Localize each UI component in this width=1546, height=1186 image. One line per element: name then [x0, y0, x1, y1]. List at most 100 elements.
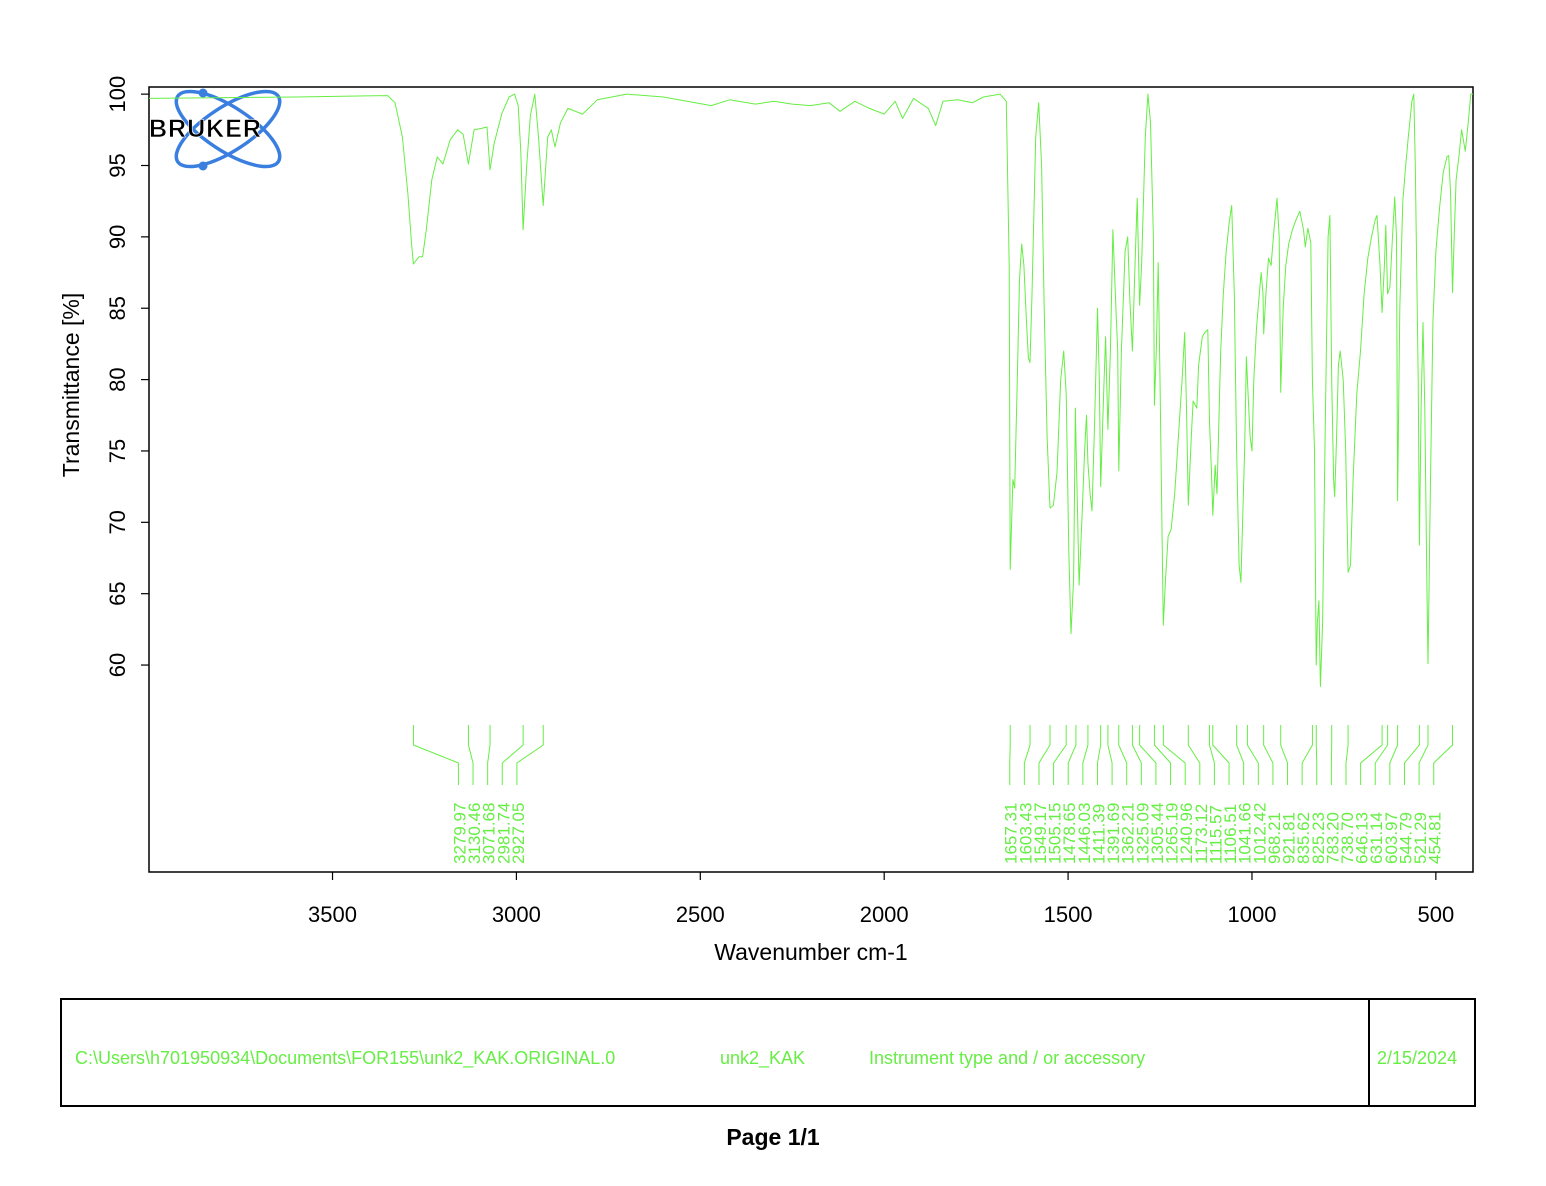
y-axis: 60 65 70 75 80 85 90 95 100	[105, 76, 149, 677]
peak-label: 521.29	[1411, 812, 1430, 864]
x-tick-label: 3000	[492, 902, 541, 927]
y-axis-label: Transmittance [%]	[58, 293, 84, 477]
footer-date: 2/15/2024	[1377, 1048, 1458, 1068]
peak-label: 544.79	[1397, 812, 1416, 864]
peak-label: 1106.51	[1221, 804, 1240, 864]
peak-marker	[1053, 725, 1067, 785]
peak-label: 1657.31	[1002, 803, 1021, 864]
peak-label: 1391.69	[1104, 803, 1123, 864]
peak-marker	[1118, 725, 1128, 785]
peak-label: 825.23	[1309, 812, 1328, 864]
peak-label: 1446.03	[1075, 803, 1094, 864]
y-tick-label: 100	[105, 76, 130, 113]
x-axis-label: Wavenumber cm-1	[714, 939, 907, 965]
footer-sample-name: unk2_KAK	[720, 1048, 806, 1068]
peak-label: 1012.42	[1250, 803, 1269, 864]
peak-marker	[1038, 725, 1051, 785]
peak-label: 1305.44	[1148, 803, 1167, 864]
footer-divider	[1368, 1000, 1370, 1105]
x-tick-label: 2500	[676, 902, 725, 927]
peak-marker	[1374, 725, 1389, 785]
spectrum-line	[148, 93, 1473, 687]
peak-marker	[1096, 725, 1102, 785]
y-tick-label: 60	[105, 653, 130, 677]
y-tick-label: 80	[105, 367, 130, 391]
peak-marker	[1236, 725, 1245, 785]
y-tick-label: 90	[105, 225, 130, 249]
x-tick-label: 1000	[1227, 902, 1276, 927]
peak-label: 783.20	[1323, 812, 1342, 864]
peak-label: 921.81	[1280, 812, 1299, 864]
peak-label: 1362.21	[1119, 803, 1138, 864]
y-tick-label: 95	[105, 153, 130, 177]
peak-label: 2927.05	[509, 803, 528, 864]
peak-marker	[1418, 725, 1429, 785]
peak-marker	[1107, 725, 1113, 785]
y-tick-label: 70	[105, 510, 130, 534]
peak-label: 1549.17	[1031, 803, 1050, 864]
x-tick-label: 3500	[308, 902, 357, 927]
peak-label: 1411.39	[1090, 804, 1109, 864]
peak-marker	[1067, 725, 1077, 785]
peak-label: 1325.09	[1133, 803, 1152, 864]
peak-marker	[1023, 725, 1031, 785]
bruker-logo: BRUKER	[149, 88, 282, 171]
peak-marker	[1187, 725, 1201, 785]
peak-marker	[1162, 725, 1186, 785]
peak-label: 1505.15	[1046, 803, 1065, 864]
y-tick-label: 75	[105, 439, 130, 463]
page-number: Page 1/1	[726, 1124, 820, 1150]
peak-marker	[412, 725, 459, 785]
peak-label: 1173.12	[1192, 804, 1211, 864]
peak-marker	[1139, 725, 1157, 785]
peak-label: 835.62	[1294, 812, 1313, 864]
y-tick-label: 85	[105, 296, 130, 320]
peak-marker	[501, 725, 524, 785]
peak-marker	[1246, 725, 1259, 785]
x-tick-label: 500	[1417, 902, 1454, 927]
peak-label: 738.70	[1338, 812, 1357, 864]
logo-text: BRUKER	[149, 115, 262, 143]
peak-label: 1478.65	[1060, 803, 1079, 864]
peak-marker	[1263, 725, 1274, 785]
peak-label: 1603.43	[1016, 803, 1035, 864]
peak-marker	[1131, 725, 1142, 785]
peak-marker	[467, 725, 474, 785]
peak-marker	[1315, 725, 1318, 785]
peak-marker	[1345, 725, 1349, 785]
peak-label: 1041.66	[1236, 803, 1255, 864]
peak-label: 3130.46	[465, 803, 484, 864]
peak-marker	[1208, 725, 1215, 785]
peak-marker	[516, 725, 544, 785]
y-tick-label: 65	[105, 581, 130, 605]
plot-frame	[148, 86, 1474, 873]
peak-label: 603.97	[1382, 812, 1401, 864]
peak-label: 1265.19	[1163, 803, 1182, 864]
x-axis: 3500 3000 2500 2000 1500 1000 500	[308, 872, 1454, 927]
peak-label: 3071.68	[480, 803, 499, 864]
peak-marker	[1433, 725, 1453, 785]
x-tick-label: 1500	[1044, 902, 1093, 927]
series-layer	[148, 93, 1473, 687]
footer-file-path: C:\Users\h701950934\Documents\FOR155\unk…	[75, 1048, 616, 1068]
peak-label: 631.14	[1367, 812, 1386, 864]
peak-label: 2981.74	[494, 803, 513, 864]
atom-icon	[174, 88, 282, 171]
x-tick-label: 2000	[860, 902, 909, 927]
footer-box: C:\Users\h701950934\Documents\FOR155\unk…	[60, 998, 1476, 1107]
ir-spectrum-chart: BRUKER 60 65 70 75 80 85 90 95 100 3500 3000 2500 2…	[58, 76, 1474, 965]
peak-marker	[1301, 725, 1313, 785]
peak-label: 646.13	[1353, 812, 1372, 864]
peak-marker	[487, 725, 491, 785]
peak-marker	[1280, 725, 1289, 785]
peak-label: 968.21	[1265, 812, 1284, 864]
peak-marker	[1403, 725, 1420, 785]
peak-marker	[1360, 725, 1383, 785]
peak-marker	[1212, 725, 1230, 785]
peak-marker	[1153, 725, 1172, 785]
peak-label: 1115.57	[1206, 805, 1225, 864]
peak-label: 454.81	[1426, 812, 1445, 864]
peak-label: 1240.96	[1177, 803, 1196, 864]
peak-marker	[1389, 725, 1399, 785]
